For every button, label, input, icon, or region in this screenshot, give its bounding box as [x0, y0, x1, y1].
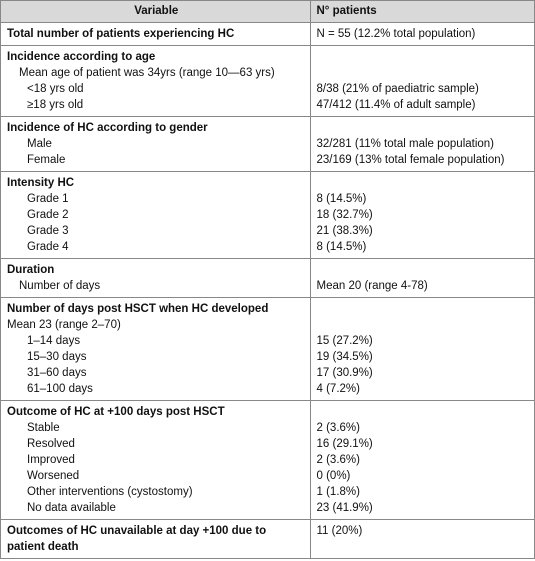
- row-label: ≥18 yrs old: [27, 99, 84, 111]
- section-title: Outcomes of HC unavailable at day +100 d…: [7, 525, 267, 553]
- value-cell: 11 (20%): [311, 520, 535, 558]
- row-label: Female: [27, 154, 66, 166]
- table-section: Intensity HC Grade 1 Grade 2 Grade 3 Grade 4…: [1, 172, 534, 259]
- row-label: No data available: [27, 502, 116, 514]
- section-title: Number of days post HSCT when HC develop…: [7, 303, 269, 315]
- spacer: [317, 404, 531, 420]
- row-label: Stable: [27, 422, 60, 434]
- note: Mean 23 (range 2–70): [7, 319, 121, 331]
- row-value: 8/38 (21% of paediatric sample): [316, 83, 479, 95]
- row-label: Grade 4: [27, 241, 69, 253]
- table-section: Outcomes of HC unavailable at day +100 d…: [1, 520, 534, 559]
- row-label: 15–30 days: [27, 351, 87, 363]
- section-title: Intensity HC: [7, 177, 75, 189]
- value-cell: 15 (27.2%) 19 (34.5%) 17 (30.9%) 4 (7.2%): [311, 298, 535, 400]
- row-label: Resolved: [27, 438, 75, 450]
- row-value: 21 (38.3%): [316, 225, 373, 237]
- row-label: 1–14 days: [27, 335, 81, 347]
- label-cell: Intensity HC Grade 1 Grade 2 Grade 3 Grade 4: [1, 172, 311, 258]
- value-cell: 2 (3.6%) 16 (29.1%) 2 (3.6%) 0 (0%) 1 (1.8%)…: [311, 401, 535, 519]
- section-title: Total number of patients experiencing HC: [7, 28, 235, 40]
- row-value: 23/169 (13% total female population): [316, 154, 505, 166]
- row-label: Worsened: [27, 470, 80, 482]
- label-cell: Outcome of HC at +100 days post HSCT Stab…: [1, 401, 311, 519]
- row-value: 15 (27.2%): [316, 335, 373, 347]
- spacer: [317, 65, 531, 81]
- row-value: 17 (30.9%): [316, 367, 373, 379]
- section-title: Duration: [7, 264, 55, 276]
- table-section: Incidence of HC according to gender Male F…: [1, 117, 534, 172]
- row-label: Other interventions (cystostomy): [27, 486, 193, 498]
- row-value: 4 (7.2%): [316, 383, 360, 395]
- spacer: [317, 120, 531, 136]
- cell-value: 11 (20%): [316, 525, 363, 537]
- row-value: 19 (34.5%): [316, 351, 373, 363]
- value-cell: 8/38 (21% of paediatric sample) 47/412 (1…: [311, 46, 535, 116]
- spacer: [317, 49, 531, 65]
- table-section: Total number of patients experiencing HC…: [1, 23, 534, 46]
- note: Number of days: [19, 280, 101, 292]
- value-cell: N = 55 (12.2% total population): [311, 23, 535, 45]
- value-cell: 8 (14.5%) 18 (32.7%) 21 (38.3%) 8 (14.5%): [311, 172, 535, 258]
- value-cell: Mean 20 (range 4-78): [311, 259, 535, 297]
- table-section: Incidence according to age Mean age of pa…: [1, 46, 534, 117]
- row-value: 8 (14.5%): [316, 193, 367, 205]
- row-label: 61–100 days: [27, 383, 93, 395]
- row-label: Grade 3: [27, 225, 69, 237]
- row-label: Male: [27, 138, 52, 150]
- row-value: 23 (41.9%): [316, 502, 373, 514]
- row-value: 0 (0%): [316, 470, 351, 482]
- section-title: Incidence according to age: [7, 51, 156, 63]
- row-value: 32/281 (11% total male population): [316, 138, 495, 150]
- row-value: 2 (3.6%): [316, 422, 360, 434]
- header-cell: Variable: [1, 1, 311, 22]
- label-cell: Duration Number of days: [1, 259, 311, 297]
- row-value: 8 (14.5%): [316, 241, 367, 253]
- label-cell: Number of days post HSCT when HC develop…: [1, 298, 311, 400]
- label-cell: Incidence of HC according to gender Male F…: [1, 117, 311, 171]
- spacer: [317, 175, 531, 191]
- cell-value: Mean 20 (range 4-78): [316, 280, 428, 292]
- header-cell: N° patients: [316, 5, 377, 17]
- spacer: [317, 262, 531, 278]
- row-label: 31–60 days: [27, 367, 87, 379]
- spacer: [317, 301, 531, 317]
- row-value: 47/412 (11.4% of adult sample): [316, 99, 476, 111]
- row-label: <18 yrs old: [27, 83, 84, 95]
- row-value: 18 (32.7%): [316, 209, 373, 221]
- section-title: Incidence of HC according to gender: [7, 122, 208, 134]
- cell-value: N = 55 (12.2% total population): [316, 28, 476, 40]
- row-value: 1 (1.8%): [316, 486, 360, 498]
- row-value: 2 (3.6%): [316, 454, 360, 466]
- value-cell: 32/281 (11% total male population) 23/169…: [311, 117, 535, 171]
- row-label: Improved: [27, 454, 75, 466]
- spacer: [317, 317, 531, 333]
- row-label: Grade 1: [27, 193, 69, 205]
- table-section: Duration Number of days Mean 20 (range 4-7…: [1, 259, 534, 298]
- note: Mean age of patient was 34yrs (range 10—…: [19, 67, 275, 79]
- label-cell: Incidence according to age Mean age of pa…: [1, 46, 311, 116]
- section-title: Outcome of HC at +100 days post HSCT: [7, 406, 225, 418]
- row-label: Grade 2: [27, 209, 69, 221]
- row-value: 16 (29.1%): [316, 438, 373, 450]
- label-cell: Total number of patients experiencing HC: [1, 23, 311, 45]
- label-cell: Outcomes of HC unavailable at day +100 d…: [1, 520, 311, 558]
- table-section: Number of days post HSCT when HC develop…: [1, 298, 534, 401]
- header-row: Variable N° patients: [1, 1, 534, 23]
- table-section: Outcome of HC at +100 days post HSCT Stab…: [1, 401, 534, 520]
